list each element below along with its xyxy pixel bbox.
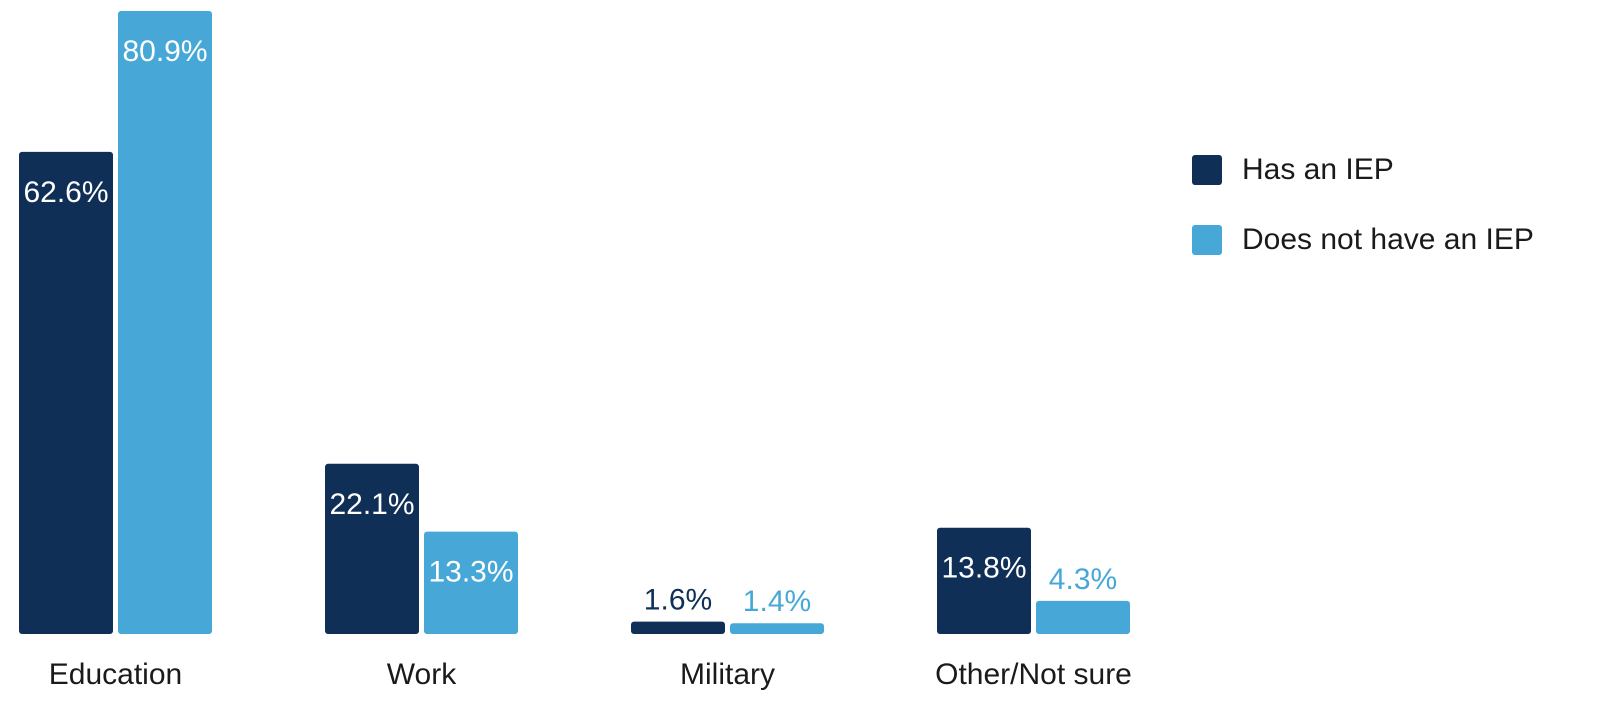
data-label-work-series-1: 22.1% xyxy=(329,488,414,521)
data-label-education-series-1: 62.6% xyxy=(23,176,108,209)
category-label-work: Work xyxy=(387,658,457,691)
legend-swatch-has-iep xyxy=(1192,155,1222,185)
bar-military-series-2 xyxy=(730,623,824,634)
bar-other-not-sure-series-2 xyxy=(1036,600,1130,634)
bar-education-series-1 xyxy=(19,151,113,634)
data-label-military-series-2: 1.4% xyxy=(743,585,811,618)
category-label-education: Education xyxy=(49,658,182,691)
data-label-education-series-2: 80.9% xyxy=(122,35,207,68)
legend-item-no-iep: Does not have an IEP xyxy=(1192,220,1534,260)
bar-education-series-2 xyxy=(118,11,212,634)
legend-item-has-iep: Has an IEP xyxy=(1192,150,1534,190)
category-label-other-not-sure: Other/Not sure xyxy=(935,658,1132,691)
category-label-military: Military xyxy=(680,658,775,691)
bar-work-series-1 xyxy=(325,463,419,634)
data-label-military-series-1: 1.6% xyxy=(644,584,712,617)
legend: Has an IEP Does not have an IEP xyxy=(1192,150,1534,290)
data-label-other-not-sure-series-1: 13.8% xyxy=(941,552,1026,585)
legend-label-has-iep: Has an IEP xyxy=(1242,153,1394,186)
data-label-work-series-2: 13.3% xyxy=(428,556,513,589)
bar-other-not-sure-series-1 xyxy=(937,527,1031,634)
bar-military-series-1 xyxy=(631,621,725,634)
legend-swatch-no-iep xyxy=(1192,225,1222,255)
data-label-other-not-sure-series-2: 4.3% xyxy=(1049,563,1117,596)
bar-work-series-2 xyxy=(424,531,518,634)
legend-label-no-iep: Does not have an IEP xyxy=(1242,223,1534,256)
